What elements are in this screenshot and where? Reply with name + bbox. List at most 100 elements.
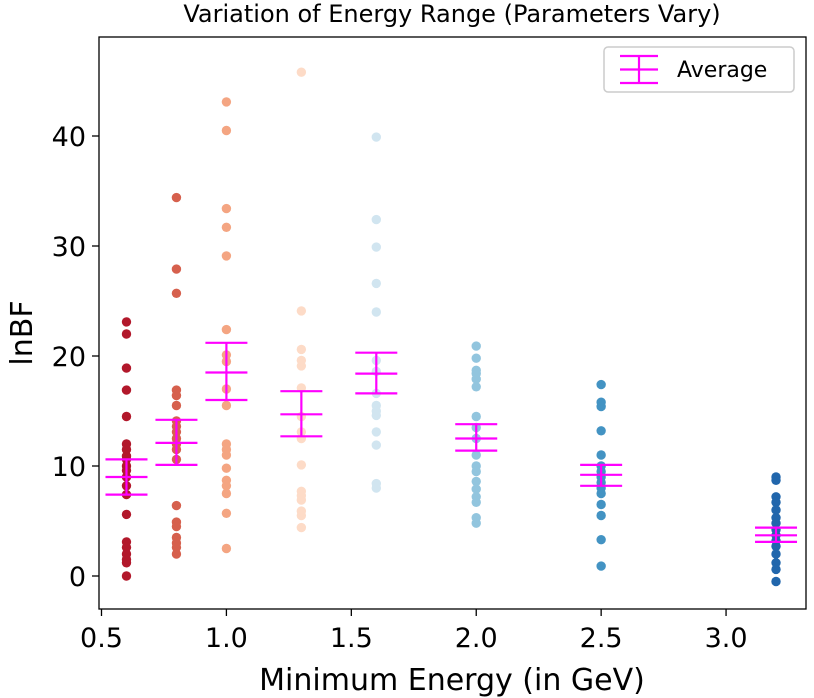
data-point: [771, 564, 781, 575]
data-point: [296, 344, 307, 355]
data-point: [371, 427, 382, 437]
y-tick-label: 40: [52, 122, 86, 153]
average-errorbar: [580, 463, 623, 487]
data-point: [771, 576, 781, 587]
data-point: [596, 499, 606, 510]
x-axis-ticks: 0.5 1.0 1.5 2.0 2.5 3.0: [80, 609, 748, 654]
average-errorbar: [355, 351, 398, 395]
data-point: [296, 495, 307, 505]
average-errorbar: [155, 418, 198, 466]
data-point: [471, 484, 481, 494]
y-tick-label: 20: [52, 342, 86, 373]
data-point: [371, 242, 382, 252]
series-0-8-gev: [171, 192, 182, 559]
data-point: [771, 475, 781, 485]
data-point: [471, 466, 481, 477]
data-point: [596, 450, 606, 460]
data-point: [171, 500, 182, 511]
data-point: [471, 353, 481, 363]
data-point: [471, 518, 481, 528]
data-point: [296, 522, 307, 533]
y-axis-label: lnBF: [5, 300, 40, 365]
y-tick-label: 30: [52, 232, 86, 263]
data-point: [596, 426, 606, 436]
plot-frame: [98, 36, 807, 610]
data-point: [121, 444, 132, 455]
data-point: [296, 510, 307, 521]
x-tick-label: 2.0: [455, 623, 498, 654]
data-point: [471, 382, 481, 392]
series-1-6-gev: [371, 132, 382, 493]
data-point: [221, 450, 232, 460]
average-errorbar: [455, 423, 498, 452]
data-point: [121, 363, 132, 373]
series-2-0-gev: [471, 341, 481, 528]
data-point: [171, 521, 182, 532]
data-point: [771, 497, 781, 507]
data-point: [471, 450, 481, 460]
data-point: [371, 483, 382, 493]
data-point: [221, 251, 232, 261]
data-point: [221, 400, 232, 411]
data-point: [121, 411, 132, 422]
series-1-3-gev: [296, 67, 307, 533]
data-point: [596, 561, 606, 571]
data-point: [771, 541, 781, 551]
data-point: [296, 460, 307, 470]
legend-frame: [603, 46, 795, 93]
data-point: [121, 385, 132, 395]
data-point: [221, 481, 232, 491]
y-tick-label: 10: [52, 452, 86, 483]
chart-title: Variation of Energy Range (Parameters Va…: [183, 0, 720, 28]
data-point: [471, 374, 481, 384]
data-point: [296, 306, 307, 316]
data-point: [771, 558, 781, 568]
data-point: [171, 390, 182, 401]
data-point: [771, 518, 781, 528]
data-point: [221, 125, 232, 136]
data-point: [221, 324, 232, 335]
data-point: [221, 463, 232, 473]
data-point: [371, 214, 382, 225]
data-point: [121, 329, 132, 339]
data-point: [221, 203, 232, 214]
data-point: [121, 317, 132, 327]
data-point: [171, 264, 182, 274]
data-point: [221, 488, 232, 499]
data-point: [371, 132, 382, 142]
data-point: [121, 558, 132, 568]
data-point: [596, 401, 606, 412]
data-point: [221, 97, 232, 107]
data-point: [221, 508, 232, 518]
data-point: [171, 192, 182, 203]
data-point: [371, 278, 382, 289]
average-errorbar: [280, 390, 323, 438]
data-point: [596, 488, 606, 499]
legend: Average: [603, 46, 795, 93]
data-point: [471, 341, 481, 351]
data-point: [471, 476, 481, 487]
average-errorbar: [105, 458, 148, 496]
data-point: [221, 222, 232, 232]
average-errorbar: [205, 341, 248, 402]
data-point: [296, 361, 307, 371]
data-point: [121, 571, 132, 581]
data-point: [596, 535, 606, 545]
data-point: [596, 379, 606, 390]
data-point: [296, 67, 307, 77]
series-1-0-gev: [221, 97, 232, 554]
data-point: [596, 510, 606, 521]
x-tick-label: 3.0: [705, 623, 748, 654]
y-axis-ticks: 0 10 20 30 40: [52, 122, 99, 593]
data-point: [471, 497, 481, 507]
series-0-6-gev: [121, 317, 132, 581]
average-errorbar: [755, 526, 798, 544]
data-point: [371, 410, 382, 421]
data-point: [171, 549, 182, 559]
data-point: [771, 505, 781, 515]
x-tick-label: 1.0: [205, 623, 248, 654]
legend-label: Average: [677, 58, 767, 83]
x-tick-label: 2.5: [580, 623, 623, 654]
x-axis-label: Minimum Energy (in GeV): [259, 663, 645, 698]
